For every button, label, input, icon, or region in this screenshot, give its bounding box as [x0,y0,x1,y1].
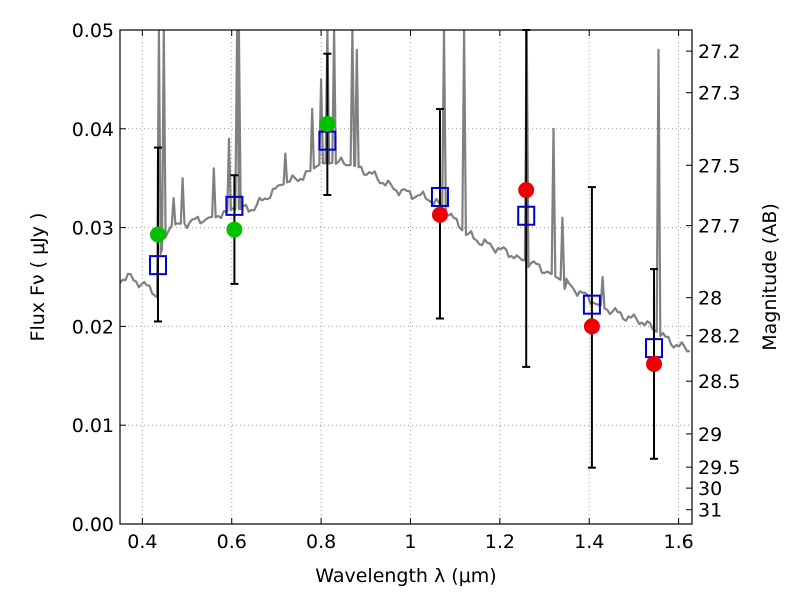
mag-tick-label: 27.7 [698,216,740,238]
plot-frame [119,29,693,525]
right-axis-title: Magnitude (AB) [759,203,781,351]
mag-tick-label: 28.2 [698,326,740,348]
observed-point [149,226,166,243]
y-tick-label: 0.05 [72,20,114,42]
mag-tick-label: 31 [698,500,722,522]
y-tick-labels: 0.00 0.01 0.02 0.03 0.04 0.05 [72,20,114,536]
y-tick-label: 0.01 [72,415,114,437]
model-photometry-square [225,195,244,216]
error-bars [153,29,659,469]
model-spectrum-line [120,30,690,353]
x-axis-title: Wavelength λ (μm) [315,565,496,587]
y-tick-label: 0.00 [72,514,114,536]
x-tick-label: 1.2 [485,531,515,553]
x-tick-label: 1.6 [663,531,693,553]
observed-point [226,221,243,238]
mag-tick-label: 30 [698,478,722,500]
mag-tick-label: 29 [698,424,722,446]
y-axis-title: Flux Fν ( μJy ) [27,213,49,342]
observed-point [583,318,600,335]
y-tick-label: 0.03 [72,218,114,240]
x-tick-label: 0.8 [306,531,336,553]
x-tick-labels: 0.4 0.6 0.8 1 1.2 1.4 1.6 [127,531,693,553]
mag-tick-label: 27.3 [698,83,740,105]
mag-tick-label: 28 [698,288,722,310]
mag-tick-label: 27.2 [698,41,740,63]
model-photometry-square [582,294,601,315]
model-photometry-square [430,186,449,207]
model-photometry-square [148,255,167,276]
x-tick-label: 0.4 [127,531,157,553]
observed-point [319,115,336,132]
observed-point [646,355,663,372]
observed-point [431,206,448,223]
y-tick-label: 0.02 [72,316,114,338]
observed-point [518,182,535,199]
observed-flux-markers [149,115,663,372]
x-tick-label: 1.4 [574,531,604,553]
mag-tick-label: 29.5 [698,457,740,479]
x-tick-label: 1 [404,531,416,553]
axis-ticks [120,29,692,525]
mag-tick-label: 28.5 [698,371,740,393]
x-tick-label: 0.6 [217,531,247,553]
y-tick-label: 0.04 [72,119,114,141]
model-spectrum [120,30,690,353]
mag-tick-label: 27.5 [698,155,740,177]
model-photometry-square [517,205,536,226]
grid [120,29,692,525]
